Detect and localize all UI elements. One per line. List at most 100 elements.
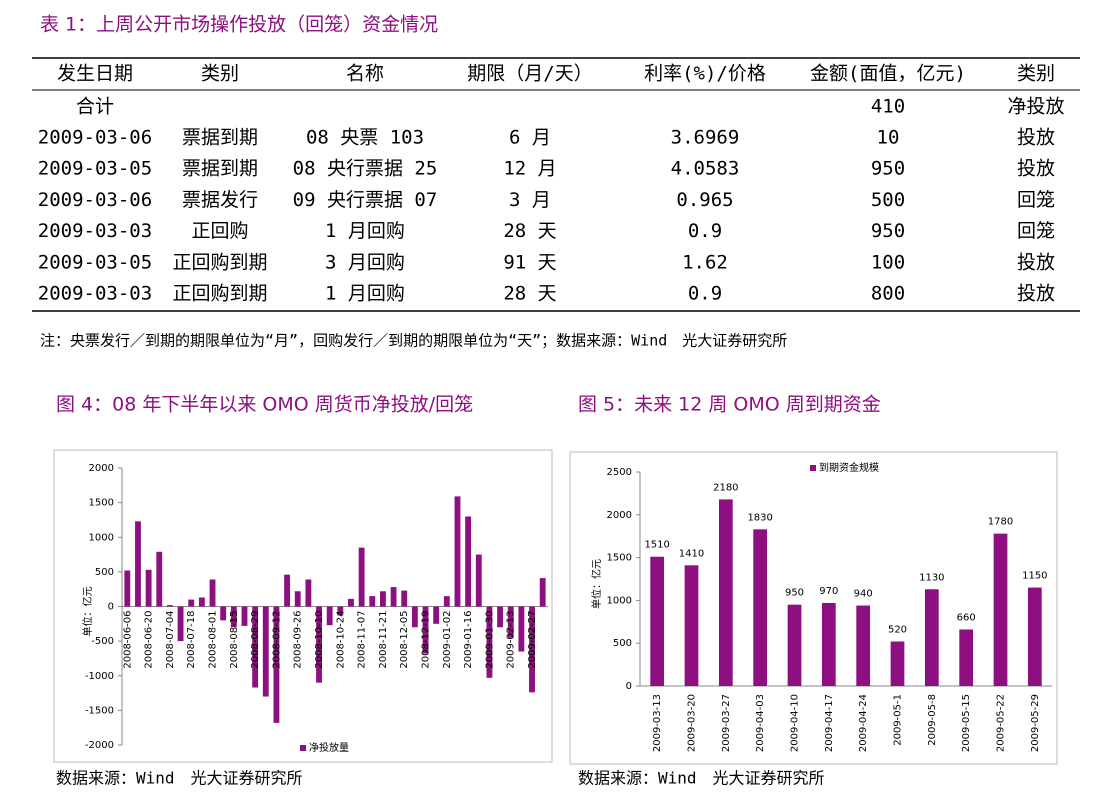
- y-tick-label: -2000: [85, 740, 114, 751]
- bar: [177, 606, 184, 642]
- bar: [959, 629, 974, 686]
- table-cell: 08 央行票据 25: [293, 158, 438, 180]
- y-axis-label: 单位：亿元: [81, 587, 94, 637]
- x-tick-label: 2009-05-22: [996, 694, 1007, 752]
- table-cell: 10: [877, 127, 900, 149]
- table-cell: 投放: [1017, 251, 1055, 273]
- table-cell: 2009-03-05: [38, 158, 152, 180]
- bar: [252, 606, 259, 688]
- data-label: 1410: [679, 548, 704, 559]
- table-cell: 1 月回购: [325, 220, 405, 242]
- table-cell: 09 央行票据 07: [293, 189, 438, 211]
- chart-frame: [53, 449, 553, 763]
- data-label: 520: [888, 624, 907, 635]
- bar: [135, 521, 141, 607]
- table-cell: 3.6969: [671, 127, 740, 149]
- bar: [475, 554, 482, 607]
- bar: [497, 606, 504, 628]
- table-header: 类别: [1017, 63, 1055, 85]
- table-cell: 合计: [76, 96, 114, 118]
- data-label: 970: [819, 586, 838, 597]
- table-cell: 500: [871, 189, 905, 211]
- bar: [787, 604, 802, 686]
- bar: [993, 533, 1008, 686]
- y-tick-label: 1500: [607, 553, 632, 564]
- x-tick-label: 2009-01-30: [484, 611, 495, 669]
- table-header: 利率(%)/价格: [644, 63, 766, 85]
- x-tick-label: 2009-04-03: [755, 694, 766, 752]
- table-cell: 08 央票 103: [306, 127, 424, 149]
- x-tick-label: 2009-05-29: [1030, 694, 1041, 752]
- y-tick-label: -1500: [85, 705, 114, 716]
- x-tick-label: 2009-03-27: [721, 694, 732, 752]
- bar: [262, 606, 269, 697]
- x-tick-label: 2008-08-15: [229, 611, 240, 669]
- table-cell: 投放: [1017, 127, 1055, 149]
- table-header: 发生日期: [57, 63, 133, 85]
- table-cell: 回笼: [1017, 189, 1055, 211]
- legend-label: 净投放量: [309, 741, 349, 754]
- table-cell: 0.9: [688, 220, 722, 242]
- bar: [241, 606, 248, 626]
- bar: [507, 606, 514, 638]
- x-tick-label: 2008-09-12: [271, 611, 282, 669]
- table-cell: 正回购到期: [172, 283, 267, 305]
- legend-swatch: [300, 745, 306, 751]
- data-label: 1150: [1022, 571, 1047, 582]
- bar: [890, 641, 905, 686]
- bar: [718, 499, 733, 686]
- x-tick-label: 2009-05-1: [893, 694, 904, 746]
- bar: [465, 516, 472, 607]
- legend-swatch: [810, 465, 816, 471]
- bar: [753, 529, 768, 686]
- x-tick-label: 2008-07-18: [186, 611, 197, 669]
- bar: [209, 579, 216, 607]
- data-label: 2180: [713, 482, 738, 493]
- bar: [684, 565, 699, 686]
- table-cell: 950: [871, 158, 905, 180]
- table-cell: 28 天: [503, 220, 556, 242]
- y-tick-label: -500: [91, 636, 114, 647]
- x-tick-label: 2008-11-07: [357, 611, 368, 669]
- bar: [294, 591, 301, 607]
- x-tick-label: 2008-09-26: [293, 611, 304, 669]
- x-tick-label: 2009-03-20: [687, 694, 698, 752]
- x-tick-label: 2009-04-24: [858, 694, 869, 752]
- x-tick-label: 2008-06-06: [122, 611, 133, 669]
- table-cell: 正回购到期: [172, 251, 267, 273]
- chart-title: 图 4：08 年下半年以来 OMO 周货币净投放/回笼: [56, 394, 473, 416]
- table-header: 类别: [201, 63, 239, 85]
- bar: [518, 606, 525, 652]
- table-cell: 410: [871, 96, 905, 118]
- table-title: 表 1：上周公开市场操作投放（回笼）资金情况: [40, 14, 438, 36]
- x-tick-label: 2009-03-13: [652, 694, 663, 752]
- table-header: 期限（月/天）: [467, 63, 592, 85]
- y-tick-label: -1000: [85, 671, 114, 682]
- bar: [1027, 587, 1042, 686]
- x-tick-label: 2009-04-17: [824, 694, 835, 752]
- table-cell: 2009-03-05: [38, 251, 152, 273]
- y-tick-label: 500: [95, 567, 114, 578]
- bar: [422, 606, 429, 654]
- bar: [411, 606, 418, 628]
- bar: [358, 547, 365, 607]
- table-cell: 0.965: [676, 189, 733, 211]
- bar: [401, 590, 408, 607]
- table-cell: 950: [871, 220, 905, 242]
- x-tick-label: 2008-06-20: [144, 611, 155, 669]
- data-label: 1510: [644, 540, 669, 551]
- y-tick-label: 2000: [607, 510, 632, 521]
- table-cell: 0.9: [688, 283, 722, 305]
- legend-label: 到期资金规模: [819, 461, 879, 474]
- bar: [529, 606, 535, 693]
- data-label: 660: [957, 613, 976, 624]
- y-tick-label: 0: [626, 681, 632, 692]
- y-tick-label: 1500: [89, 498, 114, 509]
- bar: [337, 606, 344, 616]
- bar: [166, 605, 173, 607]
- table-note: 注：央票发行／到期的期限单位为“月”，回购发行／到期的期限单位为“天”；数据来源…: [40, 332, 787, 350]
- x-tick-label: 2009-05-15: [961, 694, 972, 752]
- y-tick-label: 0: [108, 602, 114, 613]
- table-cell: 800: [871, 283, 905, 305]
- y-tick-label: 1000: [607, 595, 632, 606]
